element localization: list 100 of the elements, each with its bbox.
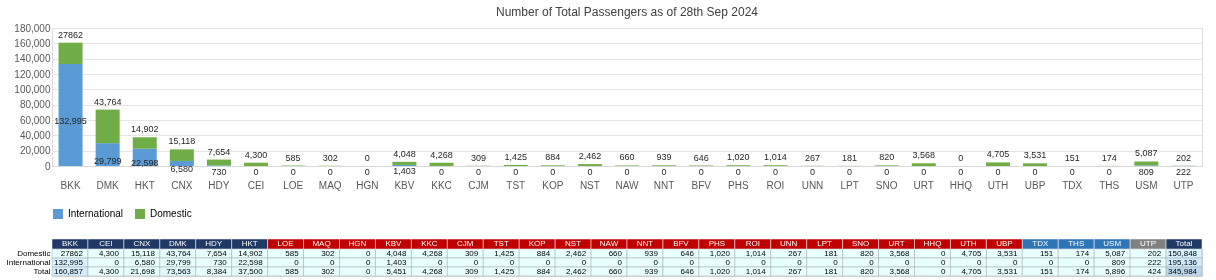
x-tick-label: UTP (1140, 239, 1157, 248)
data-label: 0 (661, 167, 667, 177)
y-tick-label: 160,000 (14, 37, 51, 49)
data-label: 4,705 (986, 149, 1010, 160)
data-label: 3,531 (997, 266, 1018, 276)
data-label: 0 (995, 167, 1001, 177)
data-label: 7,654 (207, 146, 231, 157)
y-tick-label: 40,000 (19, 129, 51, 141)
x-tick-label: BKK (60, 179, 81, 191)
data-label: 0 (653, 257, 659, 267)
data-label: 0 (884, 167, 890, 177)
bar (911, 163, 936, 166)
x-tick-label: UBP (996, 239, 1013, 248)
data-label: 820 (860, 248, 875, 258)
data-label: 0 (439, 167, 445, 177)
data-label: 0 (366, 257, 372, 267)
x-tick-label: USM (1103, 239, 1122, 248)
data-label: 0 (366, 248, 372, 258)
x-tick-label: USM (1135, 179, 1158, 191)
data-label: 6,580 (170, 164, 194, 175)
data-label: 302 (322, 152, 338, 163)
data-label: 809 (1138, 166, 1154, 177)
data-label: 150,848 (1168, 248, 1198, 258)
x-tick-label: PHS (708, 239, 726, 248)
data-label: 0 (473, 257, 479, 267)
bar (1023, 163, 1048, 166)
data-label: 5,087 (1105, 248, 1126, 258)
data-label: 151 (1064, 152, 1080, 163)
x-tick-label: LPT (817, 239, 833, 248)
x-tick-label: CJM (468, 179, 489, 191)
x-tick-label: MAQ (312, 239, 331, 248)
data-label: 309 (464, 266, 479, 276)
data-label: 1,014 (745, 266, 767, 276)
y-tick-label: 180,000 (14, 22, 51, 34)
data-label: 0 (581, 257, 587, 267)
data-label: 0 (809, 167, 815, 177)
data-label: 267 (804, 152, 820, 163)
data-label: 14,902 (238, 248, 264, 258)
x-tick-label: HKT (134, 179, 155, 191)
x-tick-label: THS (1068, 239, 1085, 248)
data-label: 181 (824, 248, 839, 258)
bar (58, 42, 83, 65)
data-label: 73,563 (166, 266, 192, 276)
data-label: 43,764 (166, 248, 192, 258)
x-tick-label: KOP (542, 179, 564, 191)
data-label: 0 (509, 257, 515, 267)
data-label: 0 (617, 257, 623, 267)
data-label: 202 (1147, 248, 1162, 258)
data-label: 0 (725, 257, 731, 267)
data-label: 4,300 (98, 248, 120, 258)
data-label: 2,462 (566, 248, 587, 258)
data-label: 195,136 (1168, 257, 1198, 267)
data-label: 4,705 (961, 248, 982, 258)
x-tick-label: BFV (691, 179, 712, 191)
data-label: 174 (1075, 248, 1090, 258)
x-tick-label: NNT (653, 179, 675, 191)
x-tick-label: NST (579, 179, 600, 191)
data-label: 0 (364, 167, 370, 177)
data-label: 222 (1175, 166, 1191, 177)
data-label: 0 (294, 257, 300, 267)
chart-title: Number of Total Passengers as of 28th Sep 2024 (496, 5, 759, 19)
data-label: 585 (285, 152, 301, 163)
data-label: 0 (958, 167, 964, 177)
data-label: 820 (860, 266, 875, 276)
x-tick-label: MAQ (318, 179, 342, 191)
x-tick-label: DMK (168, 239, 188, 248)
data-label: 15,118 (130, 248, 156, 258)
data-label: 0 (513, 167, 519, 177)
data-label: 939 (644, 248, 659, 258)
x-tick-label: BKK (61, 239, 79, 248)
x-tick-label: UNN (801, 179, 824, 191)
data-label: 4,048 (393, 148, 416, 159)
x-tick-label: TST (506, 179, 526, 191)
x-tick-label: UTP (1173, 179, 1194, 191)
data-label: 1,425 (494, 266, 515, 276)
x-tick-label: ROI (745, 239, 760, 248)
data-label: 585 (285, 266, 300, 276)
data-label: 309 (464, 248, 479, 258)
x-tick-label: LOE (277, 239, 294, 248)
data-label: 585 (285, 248, 300, 258)
x-tick-label: HKT (241, 239, 258, 248)
data-label: 3,531 (1023, 150, 1047, 161)
data-label: 660 (619, 152, 635, 163)
legend-label: Domestic (150, 208, 192, 219)
data-label: 0 (797, 257, 803, 267)
y-tick-label: 80,000 (19, 99, 51, 111)
data-label: 2,462 (566, 266, 587, 276)
data-label: 820 (879, 152, 895, 163)
data-label: 174 (1101, 152, 1117, 163)
data-label: 884 (545, 152, 561, 163)
x-tick-label: LPT (840, 179, 859, 191)
x-tick-label: UTH (960, 239, 977, 248)
y-tick-label: 140,000 (14, 53, 51, 65)
data-label: 0 (735, 167, 741, 177)
data-label: 0 (1048, 257, 1054, 267)
data-label: 5,451 (386, 266, 407, 276)
x-tick-label: SNO (851, 239, 870, 248)
x-tick-label: HGN (356, 179, 379, 191)
x-tick-label: HHQ (949, 179, 973, 191)
y-tick-label: 0 (44, 160, 51, 172)
